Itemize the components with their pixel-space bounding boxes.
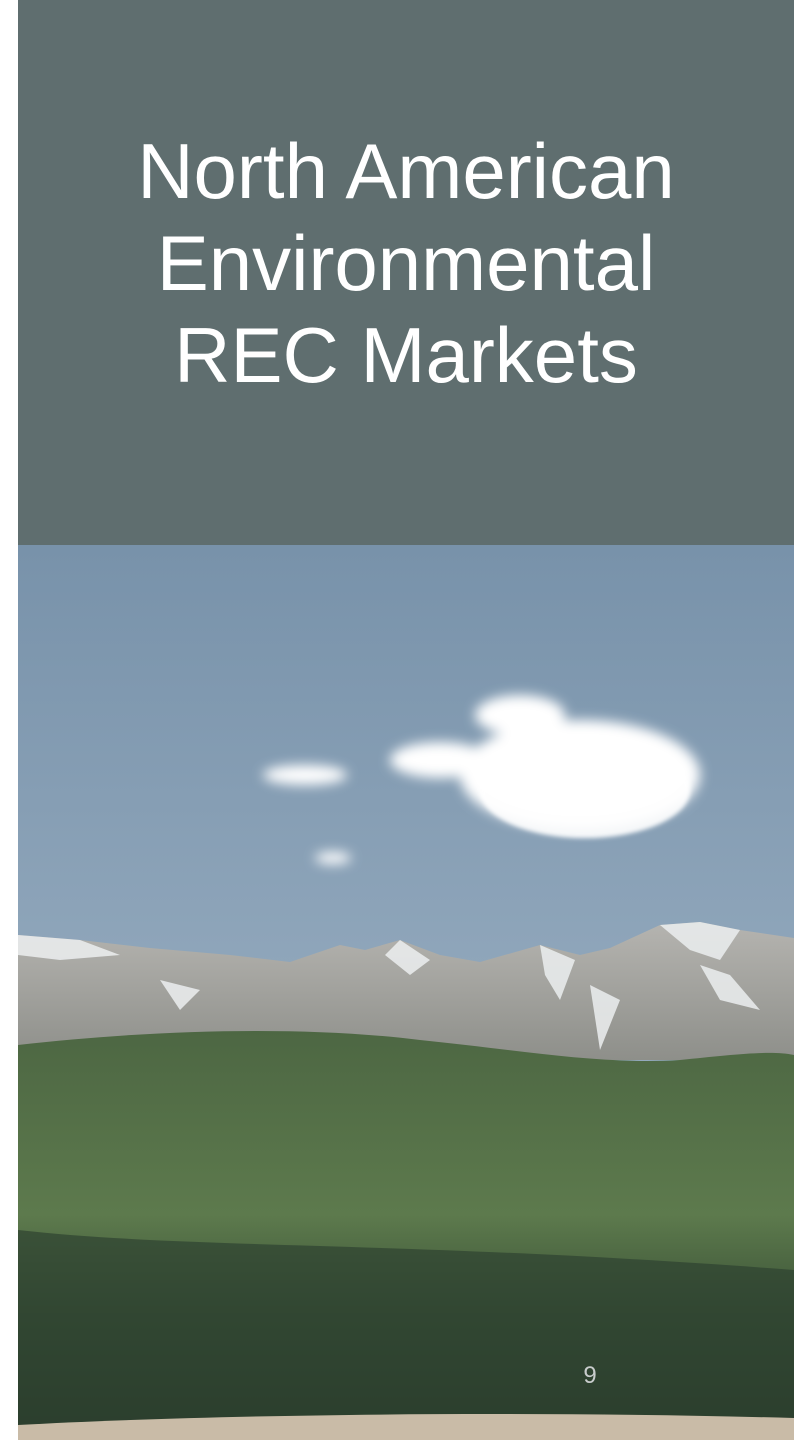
slide: North AmericanEnvironmentalREC Markets 9 (0, 0, 794, 1440)
title-line: REC Markets (174, 311, 638, 399)
page-number: 9 (583, 1362, 596, 1389)
title-line: North American (137, 127, 675, 215)
landscape-photo (18, 545, 794, 1440)
title-line: Environmental (157, 219, 656, 307)
